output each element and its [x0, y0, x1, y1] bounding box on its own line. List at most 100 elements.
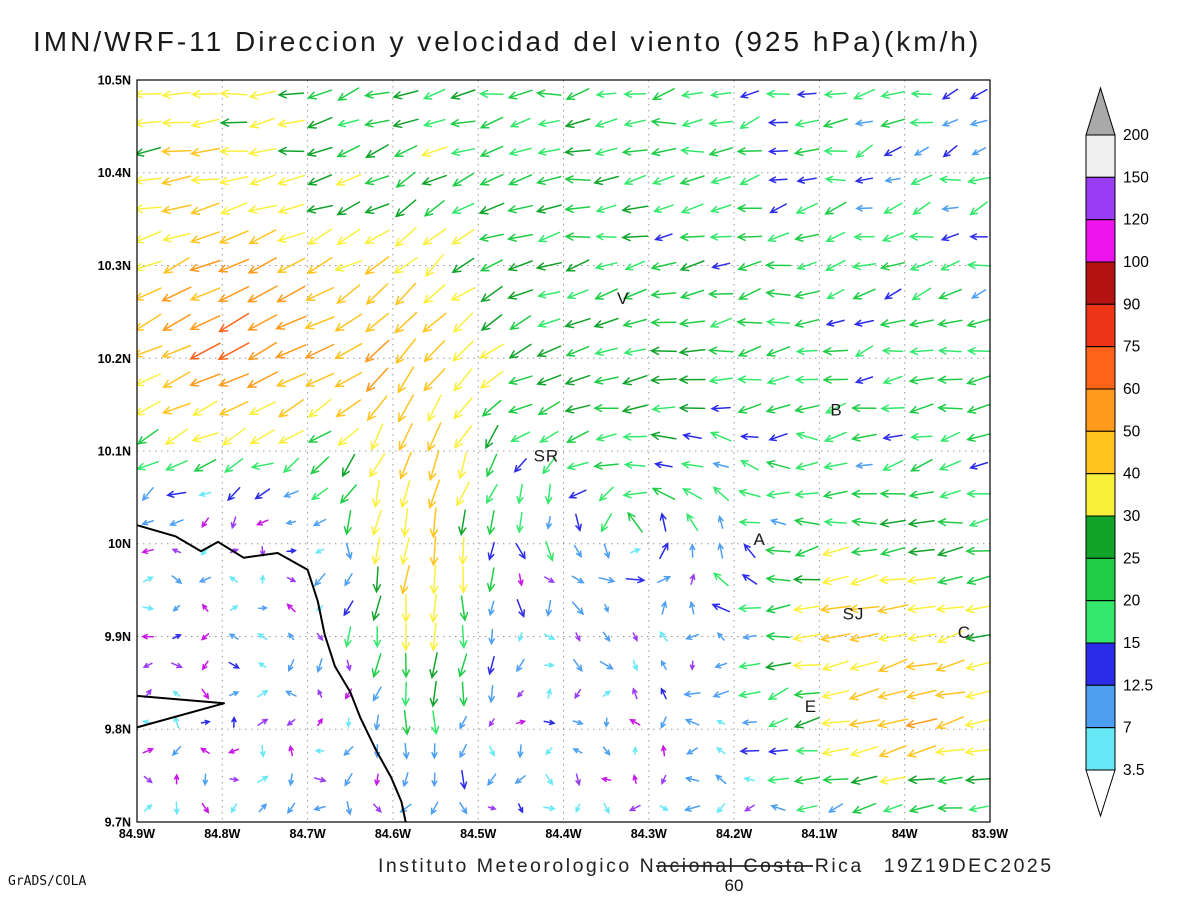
wind-arrow: [201, 802, 210, 814]
wind-arrow: [230, 803, 238, 814]
wind-arrow: [166, 490, 187, 498]
grads-credit: GrADS/COLA: [8, 874, 87, 889]
wind-arrow: [964, 604, 990, 614]
wind-arrow: [339, 484, 357, 504]
wind-arrow: [684, 718, 700, 726]
wind-arrow: [879, 489, 906, 498]
lat-tick-label: 10.3N: [98, 259, 131, 273]
wind-arrow: [509, 117, 531, 128]
wind-arrow: [935, 659, 965, 672]
wind-arrow: [400, 508, 410, 538]
wind-arrow: [764, 661, 792, 671]
wind-arrow: [545, 515, 552, 530]
wind-arrow: [738, 662, 761, 670]
wind-arrow: [969, 201, 989, 216]
wind-arrow: [257, 775, 269, 784]
wind-arrow: [826, 288, 845, 300]
wind-arrow: [247, 341, 277, 361]
wind-arrow: [966, 347, 990, 355]
wind-arrow: [513, 458, 527, 473]
wind-arrow: [941, 88, 959, 100]
lat-tick-label: 10.1N: [98, 445, 131, 459]
wind-arrow: [283, 490, 299, 498]
wind-arrow: [394, 226, 417, 248]
wind-arrow: [708, 376, 733, 385]
wind-arrow: [141, 548, 154, 555]
wind-arrow: [711, 262, 731, 270]
wind-arrow: [401, 593, 411, 624]
wind-arrow: [565, 345, 590, 357]
wind-arrow: [737, 488, 761, 498]
wind-arrow: [189, 373, 221, 387]
wind-arrow: [200, 719, 211, 725]
wind-arrow: [479, 116, 504, 129]
wind-arrow: [343, 746, 354, 757]
wind-arrow: [517, 803, 524, 814]
wind-arrow: [878, 744, 907, 758]
wind-arrow: [911, 287, 932, 301]
colorbar-segment: [1085, 557, 1116, 602]
wind-arrow: [623, 90, 647, 98]
lat-tick-label: 10.4N: [98, 166, 131, 180]
wind-arrow: [879, 518, 906, 528]
wind-arrow: [228, 633, 239, 640]
wind-arrow: [544, 576, 556, 583]
wind-arrow: [940, 233, 960, 242]
wind-arrow: [650, 117, 677, 127]
wind-arrow: [683, 805, 701, 812]
wind-arrow: [709, 233, 732, 241]
wind-arrow: [622, 490, 648, 499]
wind-arrow: [964, 661, 990, 671]
wind-arrow: [852, 288, 876, 300]
wind-arrow: [880, 118, 906, 128]
wind-arrow: [629, 548, 642, 554]
wind-arrow: [364, 229, 390, 245]
wind-arrow: [201, 517, 210, 529]
wind-arrow: [142, 576, 154, 583]
wind-arrow: [623, 461, 646, 469]
wind-arrow: [941, 205, 959, 212]
wind-arrow: [516, 658, 525, 673]
wind-arrow: [595, 90, 617, 98]
colorbar-label: 50: [1123, 423, 1141, 440]
wind-arrow: [795, 805, 818, 813]
colorbar-segment: [1085, 515, 1116, 559]
wind-arrow: [765, 574, 791, 584]
wind-arrow: [425, 254, 444, 278]
wind-arrow: [173, 715, 180, 729]
wind-arrow: [855, 204, 873, 212]
wind-arrow: [488, 684, 496, 704]
wind-arrow: [765, 460, 791, 470]
wind-arrow: [141, 633, 154, 640]
wind-arrow: [822, 375, 849, 384]
wind-arrow: [738, 518, 761, 526]
wind-arrow: [851, 403, 877, 413]
wind-arrow: [715, 774, 727, 785]
wind-arrow: [161, 313, 191, 332]
wind-arrow: [679, 146, 705, 155]
wind-arrow: [851, 802, 877, 814]
wind-arrow: [566, 430, 589, 443]
wind-arrow: [275, 344, 307, 359]
wind-arrow: [793, 689, 820, 699]
wind-arrow: [314, 548, 325, 554]
wind-arrow: [680, 460, 704, 469]
axis-tick-layer: 10.5N 10.4N 10.3N 10.2N 10.1N 10N 9.9N 9.8N 9.7N…: [98, 74, 1009, 842]
wind-arrow: [286, 718, 296, 727]
wind-arrow: [564, 404, 591, 414]
wind-arrow: [883, 288, 902, 300]
wind-arrow: [823, 431, 847, 443]
wind-arrow: [430, 801, 439, 816]
wind-arrow: [451, 257, 475, 274]
wind-arrow: [821, 660, 850, 672]
wind-arrow: [883, 146, 902, 157]
wind-arrow: [365, 283, 389, 305]
wind-arrow: [621, 147, 648, 156]
wind-arrow: [516, 690, 524, 698]
wind-arrow: [486, 510, 496, 536]
wind-arrow: [306, 89, 333, 100]
wind-arrow: [230, 516, 237, 530]
wind-arrow: [516, 483, 524, 505]
wind-arrow: [229, 776, 240, 783]
wind-arrow: [632, 746, 638, 755]
